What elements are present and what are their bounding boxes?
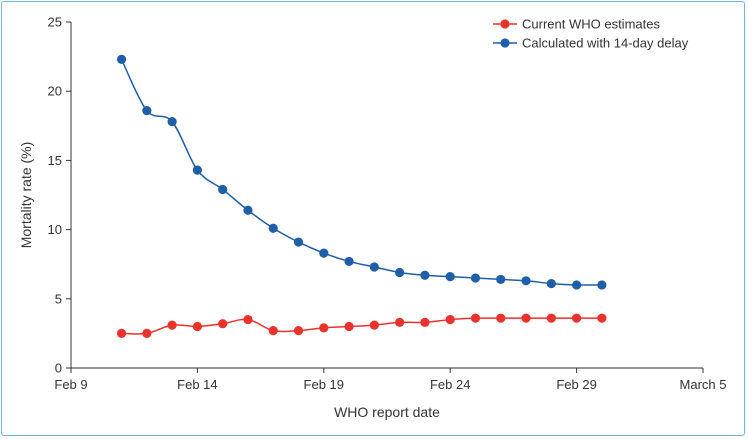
- data-point: [218, 319, 228, 329]
- x-tick-label: Feb 24: [430, 377, 470, 392]
- data-point: [420, 270, 430, 280]
- legend-marker: [500, 19, 510, 29]
- data-point: [445, 314, 455, 325]
- data-point: [293, 237, 304, 247]
- data-point: [470, 273, 481, 283]
- data-point: [572, 280, 582, 290]
- data-point: [192, 165, 202, 175]
- data-point: [142, 105, 152, 116]
- legend-label: Calculated with 14-day delay: [522, 36, 689, 51]
- data-point: [597, 313, 607, 323]
- data-point: [344, 256, 354, 267]
- data-point: [470, 313, 481, 323]
- data-point: [319, 323, 329, 333]
- data-point: [546, 278, 556, 289]
- data-point: [395, 317, 405, 327]
- y-tick-label: 5: [55, 291, 62, 306]
- data-point: [268, 223, 278, 233]
- axes: [70, 22, 703, 369]
- y-tick-label: 0: [55, 361, 62, 376]
- data-point: [496, 274, 506, 285]
- data-point: [218, 184, 228, 195]
- x-tick-label: March 5: [680, 377, 727, 392]
- legend-item: Current WHO estimates: [493, 17, 660, 32]
- series-1: [116, 54, 607, 290]
- data-point: [369, 320, 379, 330]
- x-tick-label: Feb 19: [304, 377, 344, 392]
- legend-label: Current WHO estimates: [522, 17, 660, 32]
- data-point: [546, 313, 556, 323]
- data-point: [445, 272, 455, 282]
- y-tick-label: 20: [48, 84, 62, 99]
- data-point: [521, 313, 531, 323]
- legend-item: Calculated with 14-day delay: [493, 36, 689, 51]
- series-layer: [116, 54, 607, 338]
- data-point: [167, 320, 177, 330]
- data-point: [344, 321, 354, 332]
- data-point: [496, 313, 506, 323]
- data-point: [243, 205, 253, 215]
- x-axis-title: WHO report date: [334, 404, 440, 420]
- legend: Current WHO estimates Calculated with 14-…: [493, 17, 689, 51]
- data-point: [142, 328, 152, 338]
- data-point: [597, 280, 607, 290]
- y-tick-label: 25: [48, 15, 62, 30]
- data-point: [116, 328, 127, 338]
- data-point: [167, 117, 177, 127]
- data-point: [572, 313, 582, 323]
- data-point: [395, 267, 405, 278]
- data-point: [521, 276, 531, 286]
- data-point: [293, 326, 304, 336]
- x-axis-ticks: Feb 9 Feb 14 Feb 19 Feb 24 Feb 29 March 5: [54, 368, 726, 392]
- y-axis-title: Mortality rate (%): [18, 142, 34, 249]
- data-point: [369, 262, 379, 272]
- y-tick-label: 10: [48, 222, 62, 237]
- y-axis-ticks: 0 5 10 15 20 25: [48, 15, 71, 376]
- y-tick-label: 15: [48, 153, 62, 168]
- data-point: [319, 248, 329, 258]
- data-point: [420, 317, 430, 327]
- x-tick-label: Feb 29: [556, 377, 596, 392]
- data-point: [192, 321, 202, 332]
- data-point: [243, 314, 253, 325]
- legend-marker: [500, 38, 510, 48]
- data-point: [116, 54, 127, 64]
- series-0: [116, 313, 607, 338]
- x-tick-label: Feb 9: [54, 377, 87, 392]
- x-tick-label: Feb 14: [177, 377, 217, 392]
- data-point: [268, 326, 278, 336]
